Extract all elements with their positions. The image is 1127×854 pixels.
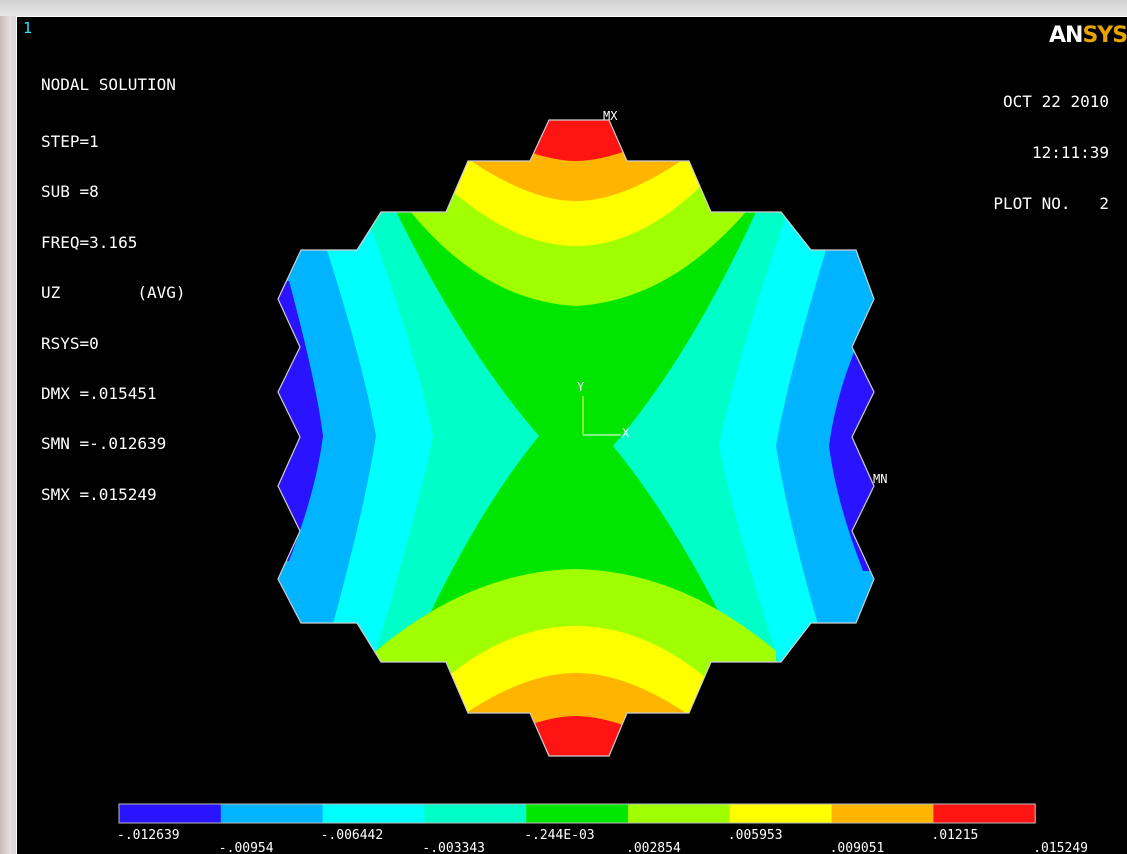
min-marker: MN [873, 472, 887, 486]
legend-swatch-1 [119, 804, 222, 823]
window-frame-left [0, 0, 16, 854]
contour-plot: MX MN X Y -.012639 -.00954 -.006442 -.00334… [117, 109, 1088, 854]
legend-swatch-8 [831, 804, 934, 823]
solution-smn: SMN =-.012639 [41, 434, 167, 454]
solution-step: STEP=1 [41, 131, 99, 151]
legend-swatch-9 [933, 804, 1036, 823]
legend-swatch-4 [424, 804, 527, 823]
legend-value-8: .009051 [830, 841, 885, 854]
legend-value-2: -.00954 [219, 841, 274, 854]
triad-y-label: Y [577, 380, 585, 394]
legend-swatch-3 [322, 804, 425, 823]
plot-date: OCT 22 2010 [1003, 92, 1109, 111]
solution-frequency: FREQ=3.165 [41, 232, 138, 252]
legend-swatch-5 [526, 804, 629, 823]
ansys-logo: ANSYS [1049, 23, 1127, 48]
solution-dmx: DMX =.015451 [41, 383, 157, 403]
solution-title: NODAL SOLUTION [41, 74, 176, 94]
window-frame-top [0, 0, 1127, 16]
plot-time: 12:11:39 [1031, 143, 1109, 162]
legend-value-9: .01215 [931, 828, 978, 843]
legend-swatch-7 [729, 804, 833, 823]
legend-value-10: .015249 [1033, 841, 1088, 854]
legend-value-1: -.012639 [117, 828, 180, 843]
legend-frame [118, 803, 1036, 824]
max-marker: MX [603, 109, 618, 123]
legend-swatch-2 [220, 804, 324, 823]
contour-bands [278, 120, 874, 756]
solution-substep: SUB =8 [41, 182, 99, 202]
model-outline [277, 119, 875, 757]
contour-band-top-9 [501, 120, 651, 161]
legend-value-4: -.003343 [422, 841, 485, 854]
window-number: 1 [23, 19, 33, 37]
legend-value-6: .002854 [626, 841, 681, 854]
logo-part-a: AN [1049, 23, 1083, 48]
solution-item: UZ (AVG) [41, 283, 186, 303]
legend-value-5: -.244E-03 [524, 828, 594, 843]
solution-info: NODAL SOLUTION STEP=1 SUB =8 FREQ=3.165 … [41, 43, 186, 537]
contour-band-bottom-9 [501, 716, 651, 756]
contour-legend: -.012639 -.00954 -.006442 -.003343 -.244E-03… [117, 803, 1088, 854]
legend-value-7: .005953 [728, 828, 783, 843]
graphics-viewport[interactable]: 1 ANSYS NODAL SOLUTION STEP=1 SUB =8 FRE… [16, 16, 1127, 854]
solution-smx: SMX =.015249 [41, 484, 157, 504]
legend-value-3: -.006442 [321, 828, 384, 843]
solution-rsys: RSYS=0 [41, 333, 99, 353]
triad-x-label: X [622, 426, 630, 440]
logo-part-b: SYS [1082, 23, 1127, 48]
legend-swatch-6 [628, 804, 731, 823]
plot-number: PLOT NO. 2 [993, 194, 1109, 213]
plot-stamp: OCT 22 2010 12:11:39 PLOT NO. 2 [993, 59, 1109, 246]
axis-triad: X Y [577, 380, 630, 440]
